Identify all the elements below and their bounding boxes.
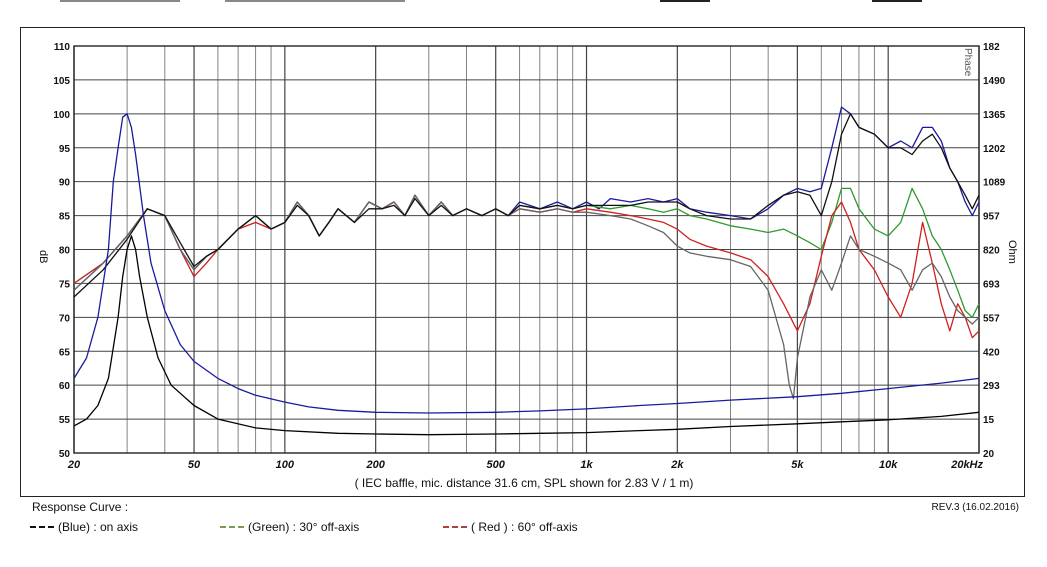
y-tick-label-right: 1490	[983, 76, 1006, 87]
y-tick-label-right: 820	[983, 246, 1000, 257]
y-tick-label-right: 1365	[983, 110, 1006, 121]
top-strip	[0, 0, 1047, 6]
y-tick-label-left: 105	[53, 76, 70, 87]
y-tick-label-right: 693	[983, 279, 1000, 290]
footer-title: Response Curve :	[32, 500, 129, 514]
right-axis-top-label: Phase	[962, 48, 973, 77]
y-tick-label-left: 55	[59, 415, 71, 426]
series-line-1	[73, 106, 980, 291]
revision-label: REV.3 (16.02.2016)	[931, 502, 1019, 513]
y-tick-label-left: 80	[59, 246, 71, 257]
y-tick-label-left: 75	[59, 279, 71, 290]
legend-swatch	[220, 526, 244, 528]
series-line-2	[73, 187, 980, 318]
x-tick-label: 50	[188, 459, 201, 471]
series-line-6	[73, 113, 980, 414]
y-tick-label-left: 85	[59, 212, 71, 223]
legend-label: (Green) : 30° off-axis	[248, 520, 360, 534]
top-mark	[660, 0, 710, 2]
legend-item: ( Red ) : 60° off-axis	[443, 520, 578, 534]
y-tick-label-right: 293	[983, 381, 1000, 392]
series-line-5	[73, 113, 980, 298]
series-line-3	[73, 194, 980, 339]
legend-swatch	[443, 526, 467, 528]
y-tick-label-left: 50	[59, 449, 71, 460]
series-line-7	[73, 235, 980, 436]
x-tick-label: 200	[365, 459, 385, 471]
y-tick-label-right: 420	[983, 347, 1000, 358]
y-tick-label-left: 65	[59, 347, 71, 358]
y-tick-label-left: 90	[59, 178, 71, 189]
x-tick-label: 20	[67, 459, 81, 471]
y-tick-label-left: 110	[54, 42, 71, 53]
y-tick-label-left: 60	[59, 381, 71, 392]
top-mark	[60, 0, 180, 2]
y-tick-label-left: 95	[59, 144, 71, 155]
chart-series	[73, 106, 980, 436]
y-tick-label-right: 1202	[983, 144, 1006, 155]
x-tick-label: 500	[487, 459, 506, 471]
top-mark	[872, 0, 922, 2]
top-mark	[225, 0, 405, 2]
legend-item: (Blue) : on axis	[30, 520, 138, 534]
y-tick-label-left: 70	[59, 313, 71, 324]
y-axis-label-right: Ohm	[1006, 240, 1018, 264]
chart-frame: 50 20 55 15 60 293 65 420 70 557 75 693 80 820 85 957 90…	[20, 27, 1025, 497]
legend-label: (Blue) : on axis	[58, 520, 139, 534]
legend-label: ( Red ) : 60° off-axis	[471, 520, 578, 534]
y-tick-label-right: 957	[983, 212, 1000, 223]
legend-item: (Green) : 30° off-axis	[220, 520, 359, 534]
x-tick-label: 20kHz	[950, 459, 983, 471]
y-tick-label-right: 15	[983, 415, 995, 426]
x-tick-label: 10k	[879, 459, 898, 471]
x-tick-label: 1k	[580, 459, 593, 471]
y-axis-label-left: dB	[37, 250, 49, 263]
x-tick-label: 100	[276, 459, 295, 471]
series-line-4	[73, 194, 980, 400]
y-tick-label-right: 182	[983, 42, 1000, 53]
y-tick-label-left: 100	[53, 110, 70, 121]
x-axis-label: ( IEC baffle, mic. distance 31.6 cm, SPL…	[355, 476, 694, 490]
y-tick-label-right: 20	[983, 449, 995, 460]
x-tick-label: 5k	[791, 459, 804, 471]
x-tick-label: 2k	[670, 459, 684, 471]
y-tick-label-right: 557	[983, 313, 1000, 324]
legend-swatch	[30, 526, 54, 528]
y-tick-label-right: 1089	[983, 178, 1006, 189]
chart-grid	[73, 45, 980, 454]
plot-border	[73, 45, 980, 454]
